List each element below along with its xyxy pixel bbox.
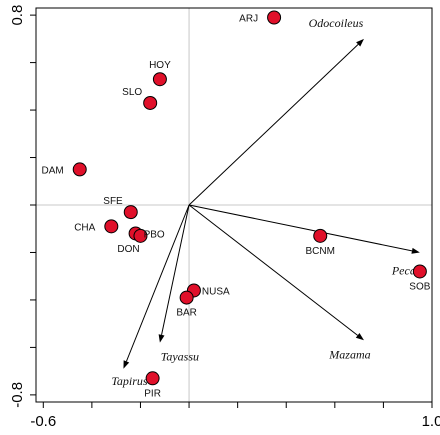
variable-label-mazama: Mazama <box>328 347 370 361</box>
site-point-arj <box>267 10 282 25</box>
site-point-cha <box>104 219 119 234</box>
site-label-don: DON <box>117 244 139 255</box>
variable-label-tapirus: Tapirus <box>111 374 148 388</box>
arrow-pecari <box>188 204 420 254</box>
site-label-slo: SLO <box>122 87 142 98</box>
site-label-hoy: HOY <box>149 60 171 71</box>
site-label-dam: DAM <box>41 165 63 176</box>
site-point-sob <box>412 264 427 279</box>
y-tick-label: 0.8 <box>9 5 26 26</box>
site-label-sob: SOB <box>409 281 430 292</box>
site-label-cha: CHA <box>74 222 95 233</box>
site-point-sfe <box>123 205 138 220</box>
site-labels: ARJ HOY SLO DAM SFE CHA PBO DON NUSA BAR BCNM SOB PI… <box>41 13 430 399</box>
arrow-tapirus <box>123 204 190 369</box>
site-point-bcnm <box>313 228 328 243</box>
site-label-bcnm: BCNM <box>306 246 335 257</box>
y-tick-label: -0.8 <box>9 382 26 408</box>
site-point-slo <box>143 95 158 110</box>
variable-label-odocoileus: Odocoileus <box>309 16 364 30</box>
site-point-bar <box>179 290 194 305</box>
site-point-dam <box>72 162 87 177</box>
site-label-nusa: NUSA <box>202 286 230 297</box>
reference-lines <box>36 8 432 402</box>
site-point-pir <box>145 371 160 386</box>
site-points <box>72 10 427 386</box>
site-point-don <box>133 228 148 243</box>
arrow-odocoileus <box>188 38 364 206</box>
site-label-arj: ARJ <box>239 13 258 24</box>
site-label-bar: BAR <box>176 308 197 319</box>
variable-label-tayassu: Tayassu <box>161 350 199 364</box>
site-label-sfe: SFE <box>103 196 123 207</box>
site-label-pbo: PBO <box>144 229 165 240</box>
x-tick-label: -0.6 <box>30 413 56 430</box>
axis-ticks: -0.6 1.0 0.8 -0.8 <box>9 5 440 430</box>
site-label-pir: PIR <box>144 388 161 399</box>
site-point-hoy <box>152 72 167 87</box>
arrow-mazama <box>188 204 364 341</box>
arrow-tayassu <box>158 204 190 343</box>
x-tick-label: 1.0 <box>422 413 440 430</box>
